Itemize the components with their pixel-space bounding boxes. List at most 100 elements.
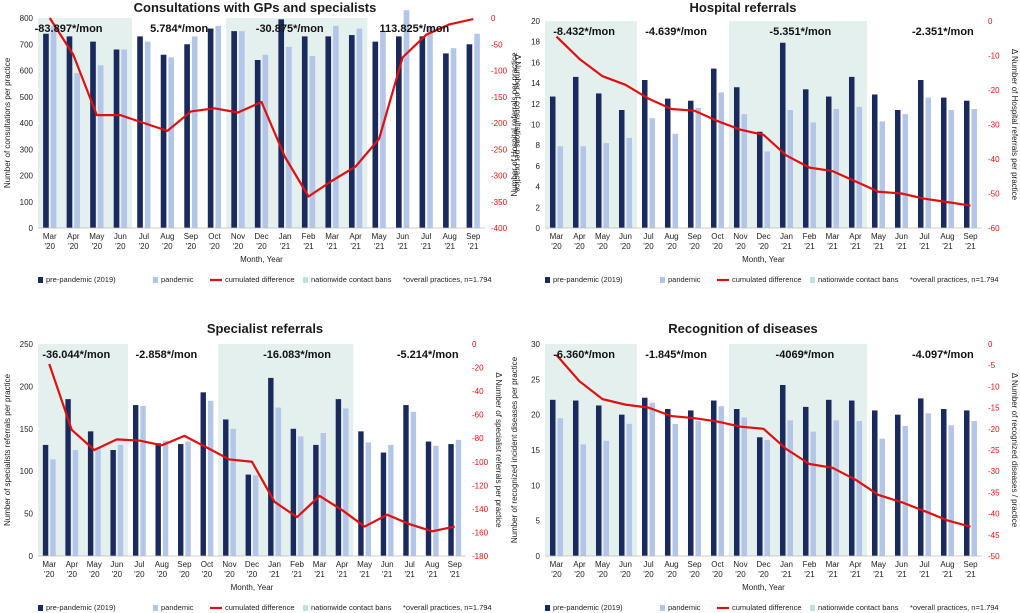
bar-prepandemic xyxy=(335,399,342,556)
bar-pandemic xyxy=(557,418,564,556)
bar-prepandemic xyxy=(802,89,809,228)
bar-pandemic xyxy=(380,31,386,228)
legend-prepandemic: pre-pandemic (2019) xyxy=(553,275,623,284)
x-tick-label: Sep '21 xyxy=(448,560,463,579)
legend: pre-pandemic (2019) pandemic cumulated dif… xyxy=(38,275,492,284)
x-tick-label: Feb '21 xyxy=(290,560,304,579)
chart-title: Consultations with GPs and specialists xyxy=(134,0,377,15)
legend-note: *overall practices, n=1.794 xyxy=(910,603,999,612)
x-tick-label: Jun '20 xyxy=(114,232,127,251)
x-tick-label: Mar '20 xyxy=(550,560,564,579)
bar-pandemic xyxy=(580,444,587,556)
contact-ban-shade xyxy=(729,344,867,556)
y2-tick-label: -35 xyxy=(988,488,1000,497)
x-tick-label: Aug '21 xyxy=(940,560,954,579)
x-tick-label: Aug '20 xyxy=(664,232,678,251)
bar-pandemic xyxy=(365,442,372,556)
trend-label: -6.360*/mon xyxy=(553,349,615,361)
x-tick-label: Jun '21 xyxy=(895,232,908,251)
x-tick-label: Dec '20 xyxy=(756,560,770,579)
y2-tick-label: -50 xyxy=(988,552,1000,561)
bar-prepandemic xyxy=(301,36,308,228)
y-tick-label: 16 xyxy=(531,58,540,67)
bar-pandemic xyxy=(262,54,269,228)
bar-prepandemic xyxy=(963,100,970,228)
contact-ban-shade xyxy=(729,21,867,228)
trend-label: -4.097*/mon xyxy=(912,349,974,361)
bar-prepandemic xyxy=(132,405,139,556)
bar-pandemic xyxy=(117,444,124,556)
bar-prepandemic xyxy=(825,399,832,556)
bar-prepandemic xyxy=(572,400,579,556)
bar-pandemic xyxy=(455,439,462,556)
x-tick-label: Mar '21 xyxy=(325,232,339,251)
bar-prepandemic xyxy=(940,409,947,556)
bar-pandemic xyxy=(286,46,292,228)
bar-pandemic xyxy=(298,436,304,556)
bar-pandemic xyxy=(603,440,610,556)
bar-pandemic xyxy=(474,33,480,228)
x-tick-label: Aug '20 xyxy=(160,232,174,251)
y2-tick-label: -45 xyxy=(988,531,1000,540)
legend-prepandemic: pre-pandemic (2019) xyxy=(46,275,116,284)
y-tick-label: 200 xyxy=(20,172,34,181)
x-tick-label: Jan '21 xyxy=(268,560,281,579)
bar-prepandemic xyxy=(894,414,901,556)
bar-prepandemic xyxy=(466,44,473,228)
x-tick-label: Oct '20 xyxy=(711,560,724,579)
legend-prepandemic: pre-pandemic (2019) xyxy=(553,603,623,612)
bar-pandemic xyxy=(427,25,433,228)
y2-tick-label: -100 xyxy=(491,67,508,76)
bar-prepandemic xyxy=(595,405,602,556)
y-tick-label: 0 xyxy=(536,552,541,561)
bar-pandemic xyxy=(649,118,656,228)
bar-prepandemic xyxy=(42,444,49,556)
y-tick-label: 20 xyxy=(531,17,540,26)
y-tick-label: 30 xyxy=(531,340,540,349)
bar-prepandemic xyxy=(110,450,116,556)
x-tick-label: Apr '21 xyxy=(349,232,362,251)
x-tick-label: Jul '20 xyxy=(139,232,150,251)
legend: pre-pandemic (2019) pandemic cumulated dif… xyxy=(38,603,492,612)
bar-prepandemic xyxy=(917,398,924,556)
bar-pandemic xyxy=(253,475,259,556)
x-tick-label: Jun '21 xyxy=(895,560,908,579)
x-axis-title: Month, Year xyxy=(742,255,785,264)
bar-pandemic xyxy=(902,425,909,556)
bar-prepandemic xyxy=(160,54,167,228)
y-tick-label: 200 xyxy=(20,382,34,391)
x-tick-label: Aug '20 xyxy=(155,560,169,579)
bar-prepandemic xyxy=(254,60,261,228)
x-tick-label: Feb '21 xyxy=(803,560,817,579)
y-tick-label: 10 xyxy=(531,121,540,130)
bar-pandemic xyxy=(275,407,281,556)
bar-prepandemic xyxy=(448,444,454,556)
bar-prepandemic xyxy=(618,414,625,556)
bar-prepandemic xyxy=(372,41,379,228)
y2-tick-label: -25 xyxy=(988,446,1000,455)
legend-pandemic: pandemic xyxy=(161,275,194,284)
contact-ban-shade xyxy=(226,18,368,228)
bar-pandemic xyxy=(356,28,363,228)
trend-label: -5.351*/mon xyxy=(769,26,831,38)
x-tick-label: Jan '21 xyxy=(780,560,793,579)
x-tick-label: Apr '21 xyxy=(849,560,862,579)
trend-label: -83.897*/mon xyxy=(35,23,103,35)
bar-prepandemic xyxy=(549,96,556,229)
trend-label: -1.845*/mon xyxy=(645,349,707,361)
trend-label: 5.784*/mon xyxy=(150,23,208,35)
y-tick-label: 100 xyxy=(20,198,34,207)
legend-prepandemic: pre-pandemic (2019) xyxy=(46,603,116,612)
y2-tick-label: -300 xyxy=(491,172,508,181)
bar-prepandemic xyxy=(756,437,763,556)
y-axis-label: Number of specialists referrals per prac… xyxy=(3,373,12,526)
panel-recognition-of-diseases: Recognition of diseases 0 5 10 15 20 25 30 0 -5 -1… xyxy=(510,321,1019,612)
bar-pandemic xyxy=(787,420,794,556)
bar-pandemic xyxy=(948,425,955,556)
bar-prepandemic xyxy=(549,399,556,556)
bar-prepandemic xyxy=(155,443,161,556)
y-tick-label: 150 xyxy=(20,425,34,434)
bar-prepandemic xyxy=(200,392,206,556)
y-tick-label: 700 xyxy=(20,40,34,49)
